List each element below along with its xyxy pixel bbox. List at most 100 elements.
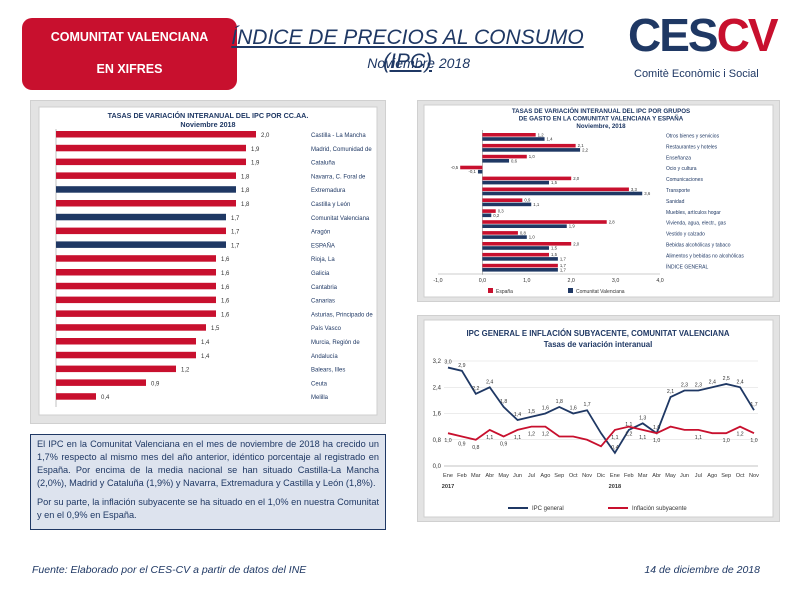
data-label: 1,6 <box>221 257 230 263</box>
data-label: 1,8 <box>241 174 250 180</box>
category-label: Madrid, Comunidad de <box>311 147 372 153</box>
data-label: 1,1 <box>625 422 632 428</box>
bar <box>56 172 236 179</box>
x-tick-label: Dic <box>597 473 605 479</box>
data-label: 1,0 <box>444 438 451 444</box>
bar <box>56 227 226 235</box>
category-label: Ceuta <box>311 381 328 387</box>
data-label: 2,4 <box>736 379 743 385</box>
summary-textbox: El IPC en la Comunitat Valenciana en el … <box>30 434 386 530</box>
x-tick-label: 0,0 <box>479 278 486 284</box>
bar <box>56 255 216 262</box>
x-tick-label: Feb <box>624 473 634 479</box>
data-label: 3,0 <box>444 360 451 366</box>
x-tick-label: Oct <box>569 473 578 479</box>
category-label: Bebidas alcohólicas y tabaco <box>666 243 731 249</box>
year-label: 2017 <box>442 484 454 490</box>
bar <box>482 220 607 224</box>
x-tick-label: 4,0 <box>656 278 663 284</box>
data-label: 1,8 <box>556 399 563 405</box>
data-label: 1,7 <box>583 402 590 408</box>
bar <box>56 269 216 276</box>
data-label: 2,3 <box>681 383 688 389</box>
x-tick-label: Sep <box>721 473 731 479</box>
bar <box>56 131 256 138</box>
bar <box>482 180 549 185</box>
logo-text-ces: CES <box>628 9 719 61</box>
data-label: 2,3 <box>695 383 702 389</box>
data-label: 2,1 <box>667 389 674 395</box>
category-label: Ocio y cultura <box>666 166 697 172</box>
ipc-line-chart: IPC GENERAL E INFLACIÓN SUBYACENTE, COMU… <box>423 319 774 518</box>
data-label: 1,2 <box>736 432 743 438</box>
x-tick-label: -1,0 <box>433 278 442 284</box>
data-label: 1,8 <box>241 202 250 208</box>
bar <box>56 351 196 359</box>
bar <box>460 165 483 170</box>
category-label: Comunitat Valenciana <box>311 216 370 222</box>
category-label: Murcia, Región de <box>311 340 360 346</box>
data-label: 1,1 <box>695 435 702 441</box>
data-label: 1,9 <box>251 147 260 153</box>
chart-area <box>423 319 774 518</box>
data-label: 1,0 <box>653 425 660 431</box>
legend-label: IPC general <box>532 506 564 512</box>
x-tick-label: Ago <box>707 473 717 479</box>
data-label: 1,7 <box>560 267 567 272</box>
data-label: 1,5 <box>551 180 558 185</box>
x-tick-label: Oct <box>736 473 745 479</box>
legend-label: Inflación subyacente <box>632 506 687 512</box>
ccaa-bar-chart: TASAS DE VARIACIÓN INTERANUAL DEL IPC PO… <box>38 106 378 416</box>
category-label: Extremadura <box>311 188 346 194</box>
summary-paragraph-2: Por su parte, la inflación subyacente se… <box>37 497 379 520</box>
bar <box>482 198 523 202</box>
data-label: 1,4 <box>547 137 554 142</box>
chart-subtitle: Noviembre, 2018 <box>576 123 626 130</box>
data-label: 1,2 <box>181 368 190 374</box>
bar <box>482 231 518 235</box>
y-tick-label: 1,6 <box>433 412 442 418</box>
x-tick-label: Nov <box>582 473 592 479</box>
bar <box>56 365 176 373</box>
category-label: Muebles, artículos hogar <box>666 210 721 216</box>
data-label: 1,0 <box>723 438 730 444</box>
data-label: 0,9 <box>151 381 160 387</box>
x-tick-label: Mar <box>471 473 481 479</box>
bar <box>56 213 226 221</box>
data-label: 2,4 <box>486 379 493 385</box>
data-label: 1,0 <box>750 438 757 444</box>
data-label: 2,8 <box>609 220 616 225</box>
bar <box>56 296 216 304</box>
data-label: 1,7 <box>231 216 240 222</box>
bar <box>56 186 236 193</box>
bar <box>56 282 216 290</box>
data-label: 2,2 <box>582 147 589 152</box>
data-label: 1,1 <box>611 435 618 441</box>
bar <box>482 191 643 196</box>
category-label: Otros bienes y servicios <box>666 134 720 140</box>
legend-label: España <box>496 289 513 295</box>
data-label: 0,9 <box>458 441 465 447</box>
data-label: 1,1 <box>486 435 493 441</box>
data-label: 0,9 <box>500 441 507 447</box>
data-label: 1,7 <box>750 402 757 408</box>
x-tick-label: 1,0 <box>523 278 530 284</box>
category-label: Balears, Illes <box>311 368 345 374</box>
data-label: 3,3 <box>631 187 638 192</box>
data-label: -0,5 <box>451 165 459 170</box>
category-label: Galicia <box>311 271 330 277</box>
x-tick-label: Ene <box>610 473 620 479</box>
data-label: -0,1 <box>469 169 477 174</box>
x-tick-label: Jun <box>513 473 522 479</box>
bar <box>56 158 246 166</box>
category-label: Cantabria <box>311 285 338 291</box>
bar <box>56 379 146 386</box>
data-label: 2,0 <box>573 176 580 181</box>
bar <box>482 213 492 218</box>
y-tick-label: 0,0 <box>433 464 442 470</box>
category-label: Andalucía <box>311 354 338 360</box>
data-label: 1,3 <box>639 415 646 421</box>
data-label: 0,2 <box>493 213 500 218</box>
y-tick-label: 2,4 <box>433 385 442 391</box>
category-label: Vestido y calzado <box>666 232 705 238</box>
